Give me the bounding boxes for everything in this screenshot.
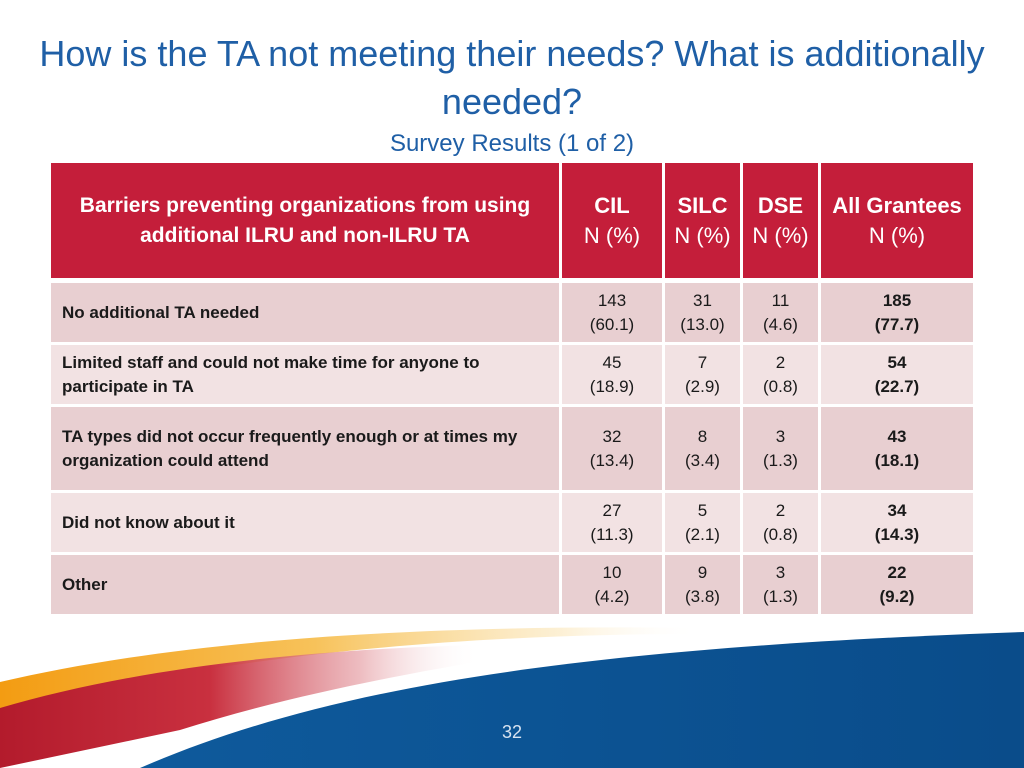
header-all-grantees: All Grantees N (%) [821,163,973,278]
cell-count: 34 [887,500,907,520]
cell-silc: 7 (2.9) [665,345,743,407]
cell-cil: 143 (60.1) [562,283,665,345]
cell-count: 3 [775,562,786,582]
header-all-grantees-unit: N (%) [868,222,926,248]
row-barrier-label: No additional TA needed [51,283,562,345]
cell-count: 3 [775,426,786,446]
cell-count: 2 [775,352,786,372]
cell-percent: (22.7) [874,376,920,396]
cell-silc: 9 (3.8) [665,555,743,617]
header-barriers: Barriers preventing organizations from u… [51,163,562,278]
row-barrier-label: Did not know about it [51,493,562,555]
cell-count: 143 [597,290,627,310]
header-silc: SILC N (%) [665,163,743,278]
cell-count: 22 [887,562,907,582]
cell-percent: (4.6) [763,314,798,334]
header-dse: DSE N (%) [743,163,821,278]
footer-swoosh [0,627,1024,768]
cell-percent: (2.9) [685,376,720,396]
cell-dse: 3 (1.3) [743,555,821,617]
cell-percent: (60.1) [589,314,635,334]
cell-count: 185 [882,290,912,310]
cell-dse: 3 (1.3) [743,407,821,493]
cell-dse: 2 (0.8) [743,493,821,555]
table-row: Did not know about it 27 (11.3) 5 (2.1) 2 (… [51,493,973,555]
cell-dse: 2 (0.8) [743,345,821,407]
cell-all-grantees: 43 (18.1) [821,407,973,493]
cell-percent: (1.3) [763,586,798,606]
cell-percent: (3.8) [685,586,720,606]
cell-silc: 8 (3.4) [665,407,743,493]
cell-count: 2 [775,500,786,520]
header-barriers-label: Barriers preventing organizations from u… [79,193,531,247]
cell-percent: (11.3) [590,524,634,544]
slide-title: How is the TA not meeting their needs? W… [39,33,985,122]
cell-percent: (13.4) [589,450,635,470]
swoosh-orange [0,627,700,712]
cell-count: 11 [771,290,790,310]
cell-silc: 5 (2.1) [665,493,743,555]
cell-percent: (3.4) [685,450,720,470]
cell-all-grantees: 34 (14.3) [821,493,973,555]
swoosh-blue [140,632,1024,768]
table-header-row: Barriers preventing organizations from u… [51,163,973,278]
header-all-grantees-label: All Grantees [832,192,962,218]
header-silc-unit: N (%) [674,222,731,248]
survey-results-table: Barriers preventing organizations from u… [51,163,973,617]
cell-cil: 10 (4.2) [562,555,665,617]
header-spacer [51,278,973,283]
cell-percent: (2.1) [685,524,720,544]
header-cil-unit: N (%) [583,222,641,248]
cell-count: 10 [602,562,622,582]
cell-count: 7 [697,352,708,372]
row-barrier-label: Limited staff and could not make time fo… [51,345,562,407]
header-dse-label: DSE [757,192,804,218]
slide-subtitle: Survey Results (1 of 2) [389,130,635,157]
cell-count: 32 [602,426,622,446]
page-number: 32 [501,722,523,742]
cell-percent: (0.8) [763,376,798,396]
cell-count: 5 [697,500,708,520]
cell-percent: (18.9) [589,376,635,396]
cell-percent: (13.0) [680,314,725,334]
header-silc-label: SILC [677,192,728,218]
table-row: TA types did not occur frequently enough… [51,407,973,493]
cell-percent: (14.3) [874,524,920,544]
cell-count: 54 [887,352,907,372]
cell-all-grantees: 22 (9.2) [821,555,973,617]
header-dse-unit: N (%) [752,222,809,248]
cell-percent: (1.3) [763,450,798,470]
cell-dse: 11 (4.6) [743,283,821,345]
row-barrier-label: TA types did not occur frequently enough… [51,407,562,493]
cell-count: 9 [697,562,708,582]
cell-percent: (0.8) [763,524,798,544]
row-barrier-label: Other [51,555,562,617]
cell-percent: (9.2) [879,586,915,606]
cell-count: 45 [602,352,622,372]
cell-percent: (4.2) [594,586,630,606]
cell-cil: 27 (11.3) [562,493,665,555]
cell-cil: 45 (18.9) [562,345,665,407]
table-row: Other 10 (4.2) 9 (3.8) 3 (1.3) 22 (9.2) [51,555,973,617]
cell-count: 31 [693,290,712,310]
cell-all-grantees: 185 (77.7) [821,283,973,345]
cell-count: 27 [602,500,622,520]
header-cil: CIL N (%) [562,163,665,278]
cell-cil: 32 (13.4) [562,407,665,493]
cell-silc: 31 (13.0) [665,283,743,345]
cell-count: 43 [887,426,907,446]
cell-percent: (18.1) [874,450,920,470]
cell-count: 8 [697,426,708,446]
table-row: No additional TA needed 143 (60.1) 31 (13.… [51,283,973,345]
cell-percent: (77.7) [874,314,920,334]
swoosh-red [0,643,600,768]
cell-all-grantees: 54 (22.7) [821,345,973,407]
table-row: Limited staff and could not make time fo… [51,345,973,407]
header-cil-label: CIL [594,192,630,218]
